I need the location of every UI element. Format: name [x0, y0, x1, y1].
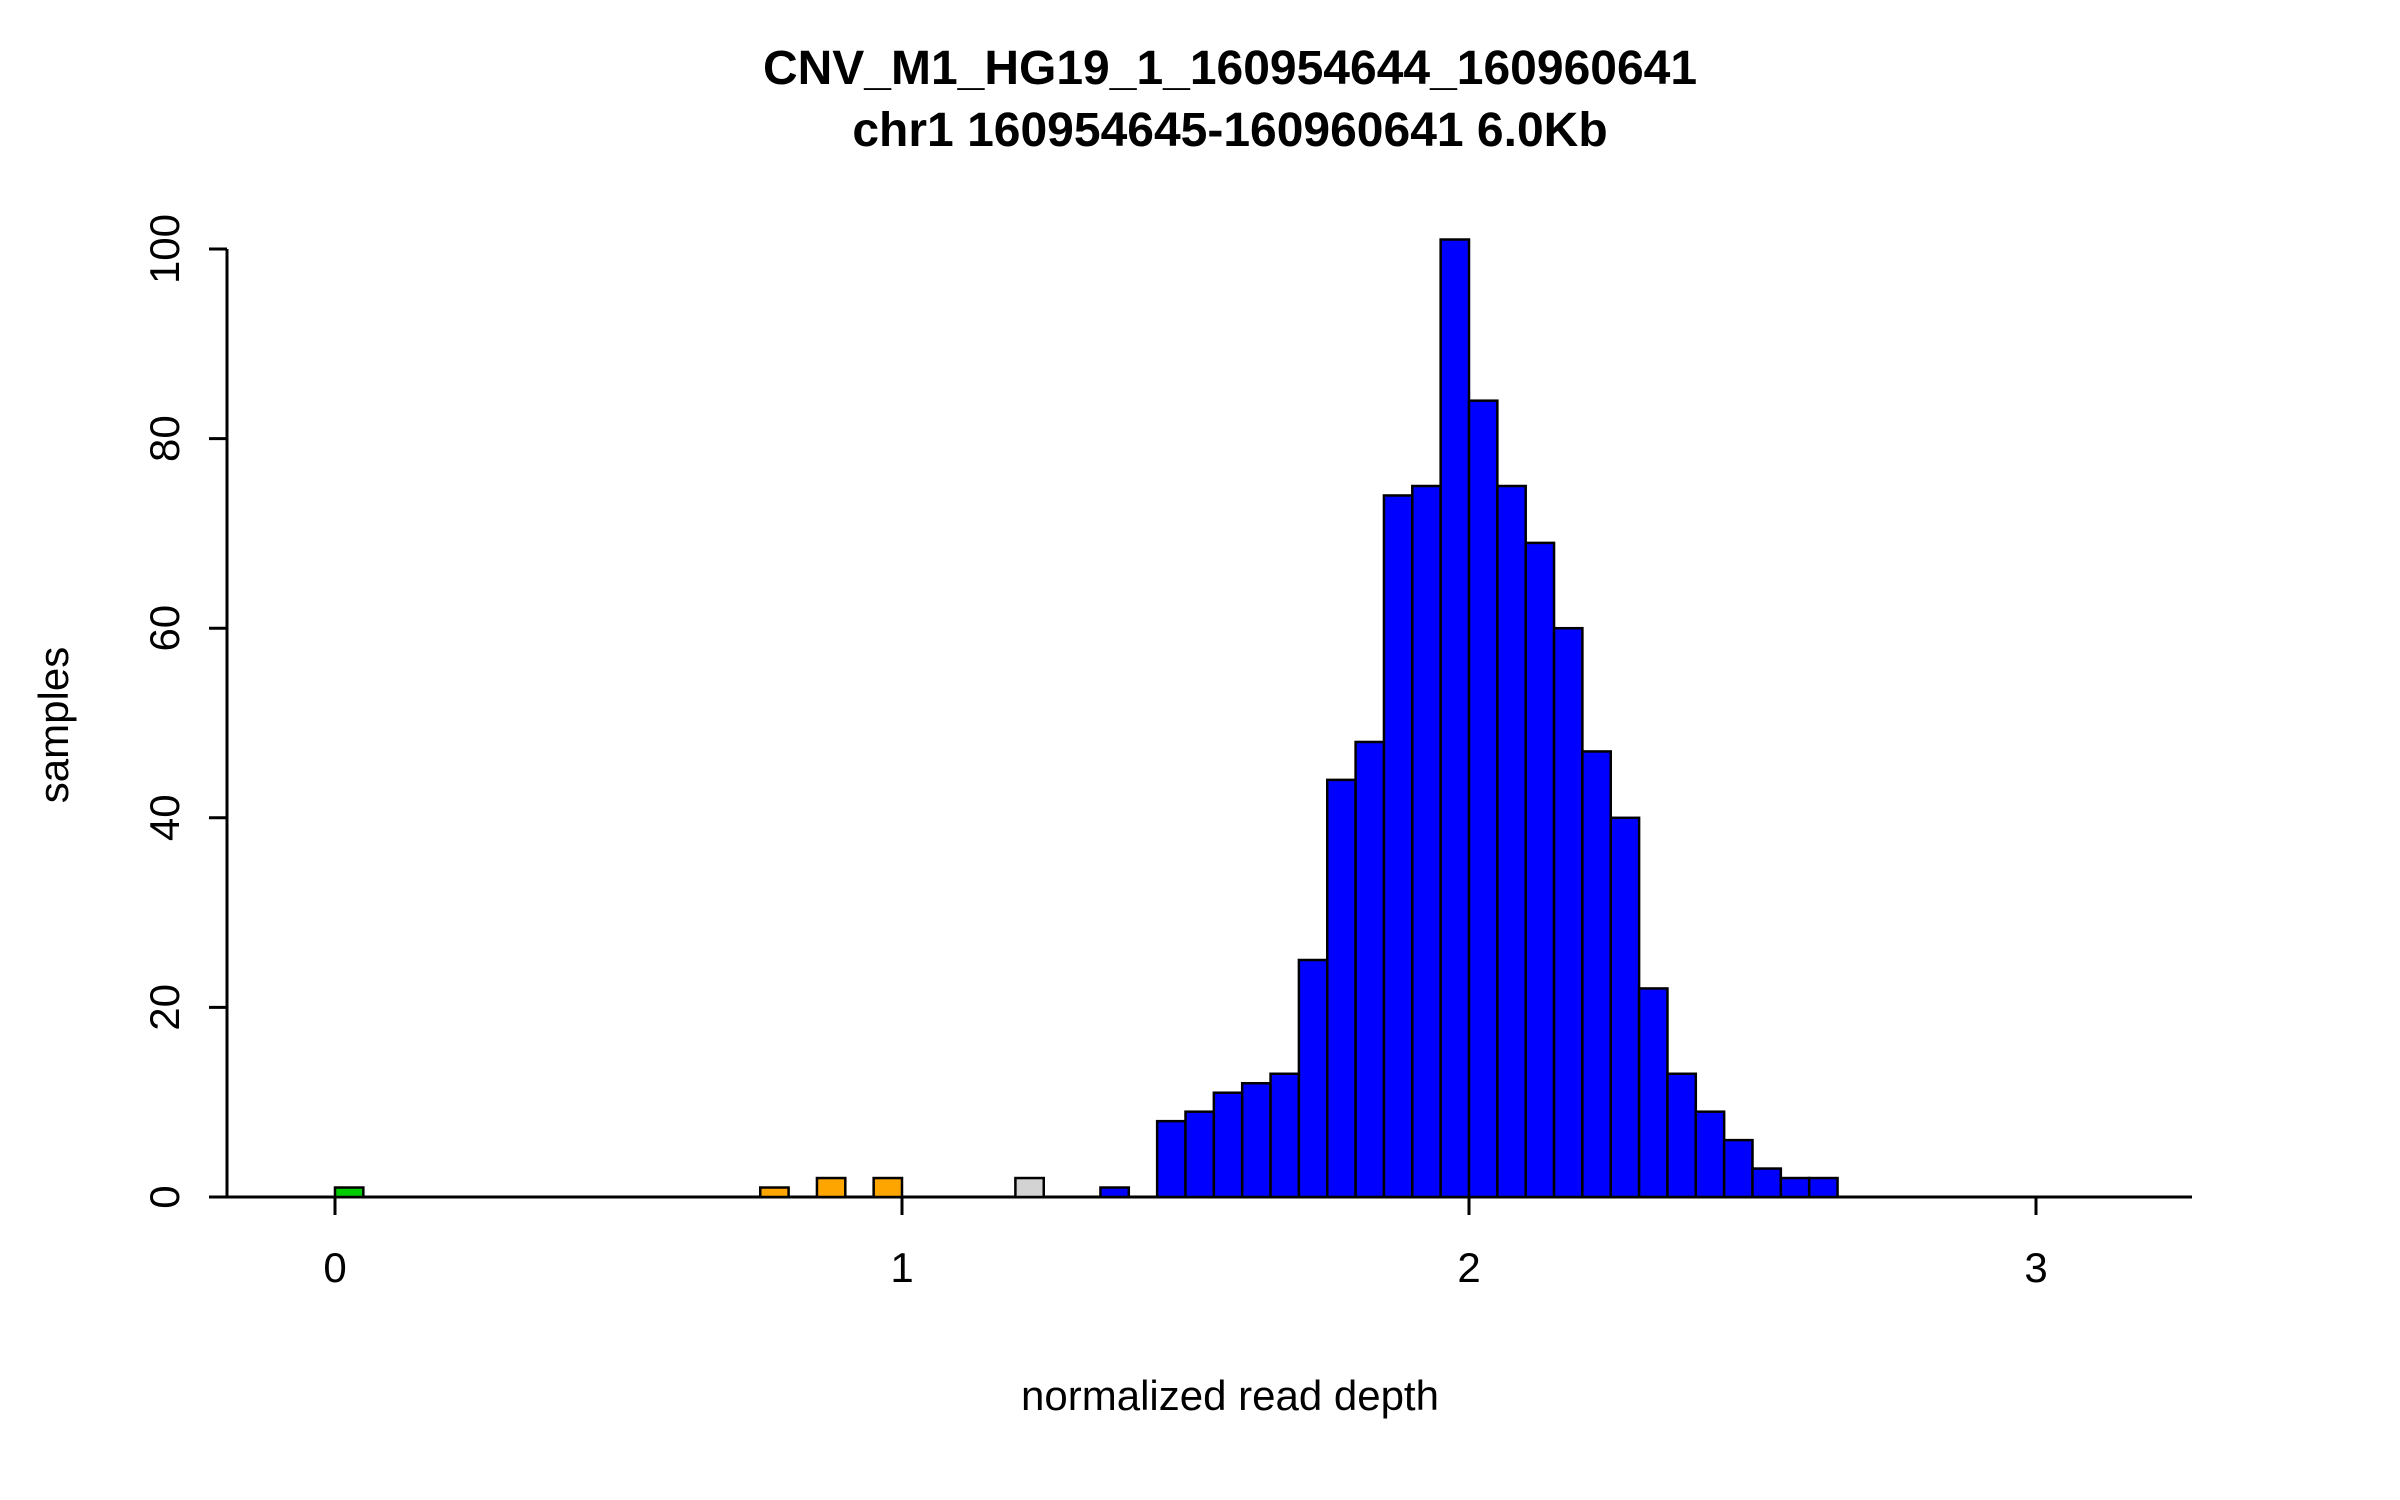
histogram-bar [815, 1176, 847, 1199]
y-tick-label: 100 [141, 214, 188, 284]
histogram-bar [1326, 778, 1357, 1199]
x-tick-label: 1 [890, 1244, 913, 1291]
chart-title: CNV_M1_HG19_1_160954644_160960641 [762, 42, 1698, 95]
histogram-bar [1751, 1167, 1783, 1199]
x-axis-title: normalized read depth [1021, 1372, 1439, 1419]
chart-subtitle: chr1 160954645-160960641 6.0Kb [852, 104, 1608, 157]
histogram-bar [1411, 484, 1442, 1199]
x-tick-label: 2 [1457, 1244, 1480, 1291]
histogram-bar [759, 1186, 790, 1199]
histogram-bar [1155, 1119, 1187, 1199]
y-tick-label: 20 [141, 984, 188, 1031]
histogram-bar [1694, 1110, 1726, 1199]
y-tick-label: 80 [141, 415, 188, 462]
histogram-bar [872, 1176, 904, 1199]
x-tick-label: 3 [2024, 1244, 2047, 1291]
histogram-bar [1581, 750, 1613, 1199]
histogram-bar [1212, 1091, 1244, 1199]
histogram-bar [1496, 484, 1527, 1199]
histogram-bar [1269, 1072, 1301, 1199]
histogram-bar [1609, 816, 1641, 1199]
histogram-bar [333, 1186, 365, 1199]
x-tick-label: 0 [323, 1244, 346, 1291]
histogram-bar [1637, 987, 1669, 1199]
histogram-bar [1297, 958, 1329, 1199]
histogram-bar [1779, 1176, 1811, 1199]
histogram-bar [1722, 1138, 1754, 1199]
histogram-bar [1382, 494, 1414, 1199]
histogram-bar [1240, 1081, 1272, 1199]
histogram-bar [1467, 399, 1499, 1199]
y-tick-label: 40 [141, 794, 188, 841]
y-tick-label: 60 [141, 605, 188, 652]
histogram-bar [1524, 541, 1556, 1199]
histogram-bar [1439, 238, 1471, 1199]
histogram-bar [1807, 1176, 1839, 1199]
histogram-bar [1099, 1186, 1131, 1199]
histogram-bar [1354, 740, 1386, 1199]
histogram-bar [1666, 1072, 1698, 1199]
histogram-bar [1014, 1176, 1046, 1199]
title-block: CNV_M1_HG19_1_160954644_160960641 chr1 1… [130, 38, 2330, 162]
y-tick-label: 0 [141, 1185, 188, 1208]
histogram-bar [1552, 626, 1584, 1199]
histogram-bar [1184, 1110, 1216, 1199]
